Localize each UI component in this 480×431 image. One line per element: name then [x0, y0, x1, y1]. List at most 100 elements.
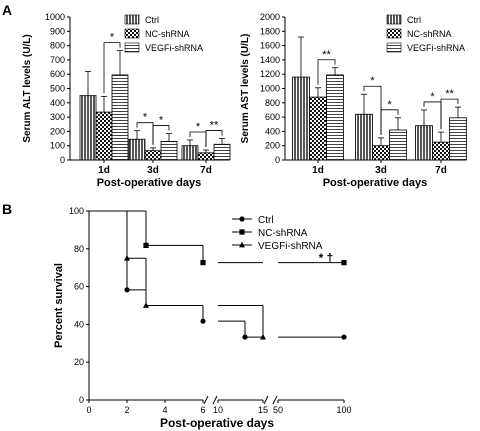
significance-label: * — [196, 121, 201, 133]
bar-vegfi-shrna-1d — [326, 74, 344, 161]
x-tick-label: 6 — [200, 405, 205, 415]
significance-bracket — [423, 101, 442, 130]
y-tick-label: 0 — [79, 395, 84, 405]
bar-vegfi-shrna-3d — [389, 129, 407, 161]
y-tick-label: 400 — [50, 98, 65, 108]
x-tick-label: 3d — [375, 165, 387, 176]
point-vegfi-shrna — [124, 255, 130, 261]
bar-nc-shrna-1d — [95, 111, 113, 161]
significance-label: * — [370, 75, 375, 87]
axis-break-mark — [212, 395, 218, 405]
x-tick-label: 3d — [147, 165, 159, 176]
y-tick-label: 2000 — [260, 12, 280, 22]
y-tick-label: 600 — [265, 112, 280, 122]
bar-ctrl-7d — [181, 145, 199, 161]
significance-bracket — [205, 130, 223, 147]
alt-bar-chart: 0 100 200 300 400 500 600 700 800 900 1000 Serum AL… — [22, 12, 231, 189]
significance-label: * — [430, 91, 435, 103]
legend-label: VEGFi-shRNA — [145, 43, 203, 53]
significance-annotation: * † — [319, 251, 334, 265]
legend-label: Ctrl — [407, 15, 421, 25]
y-tick-label: 300 — [50, 112, 65, 122]
legend-swatch-nc-shrna — [386, 28, 402, 39]
y-tick-label: 20 — [74, 357, 84, 367]
x-tick-label: 100 — [336, 405, 351, 415]
x-axis-label: Post-operative days — [323, 177, 428, 189]
bar-nc-shrna-3d — [144, 150, 162, 161]
legend-swatch-vegfi-shrna — [124, 42, 140, 53]
y-tick-label: 500 — [50, 84, 65, 94]
y-tick-label: 1400 — [260, 55, 280, 65]
point-vegfi-shrna — [260, 333, 266, 340]
bar-ctrl-1d — [79, 95, 97, 161]
point-ctrl — [242, 334, 248, 340]
significance-bracket — [152, 125, 170, 145]
point-ctrl — [200, 318, 206, 324]
x-tick-label: 7d — [435, 165, 447, 176]
x-tick-label: 1d — [312, 165, 324, 176]
significance-label: * — [110, 32, 115, 44]
y-tick-label: 1600 — [260, 41, 280, 51]
legend-marker-ctrl — [239, 216, 245, 222]
survival-chart: 0 20 40 60 80 100 0 2 4 6 10 15 50 100 Percent surviva… — [53, 206, 352, 430]
legend-label: VEGFi-shRNA — [407, 43, 465, 53]
y-tick-label: 0 — [60, 155, 65, 165]
point-nc-shrna — [200, 259, 206, 266]
bar-ctrl-1d — [292, 76, 310, 161]
significance-bracket — [103, 42, 121, 94]
x-tick-label: 10 — [213, 405, 223, 415]
legend-marker-nc-shrna — [239, 229, 245, 235]
x-axis-label: Post-operative days — [160, 416, 274, 430]
bar-vegfi-shrna-7d — [213, 143, 231, 161]
significance-label: * — [143, 112, 148, 124]
significance-bracket — [317, 59, 336, 85]
y-tick-label: 800 — [265, 98, 280, 108]
y-axis-label: Serum ALT levels (U/L) — [22, 34, 33, 142]
x-tick-label: 2 — [124, 405, 129, 415]
y-tick-label: 1000 — [45, 12, 65, 22]
y-tick-label: 60 — [74, 282, 84, 292]
bar-vegfi-shrna-7d — [449, 117, 467, 161]
legend-label: NC-shRNA — [145, 29, 190, 39]
bar-nc-shrna-7d — [432, 141, 450, 161]
bar-ctrl-7d — [415, 125, 433, 161]
legend-label: VEGFi-shRNA — [258, 241, 323, 252]
y-tick-label: 400 — [265, 126, 280, 136]
significance-label: ** — [322, 49, 331, 61]
bar-ctrl-3d — [128, 138, 146, 161]
y-tick-label: 1000 — [260, 84, 280, 94]
point-vegfi-shrna — [143, 302, 149, 308]
bar-vegfi-shrna-3d — [160, 141, 178, 161]
y-tick-label: 200 — [265, 141, 280, 151]
legend-swatch-ctrl — [124, 14, 140, 25]
axis-break-mark — [272, 395, 278, 405]
point-nc-shrna — [341, 259, 347, 266]
y-tick-label: 700 — [50, 55, 65, 65]
y-tick-label: 40 — [74, 319, 84, 329]
y-axis-label: Percent survival — [53, 263, 65, 348]
y-tick-label: 1200 — [260, 69, 280, 79]
legend-label: Ctrl — [145, 15, 159, 25]
legend-swatch-vegfi-shrna — [386, 42, 402, 53]
legend-marker-vegfi-shrna — [239, 241, 245, 248]
bar-vegfi-shrna-1d — [111, 74, 129, 161]
panel-label-b: B — [2, 201, 12, 217]
y-tick-label: 200 — [50, 126, 65, 136]
y-axis-label: Serum AST levels (U/L) — [240, 34, 251, 144]
legend-swatch-nc-shrna — [124, 28, 140, 39]
x-tick-label: 7d — [200, 165, 212, 176]
x-tick-label: 4 — [162, 405, 167, 415]
x-tick-label: 15 — [258, 405, 268, 415]
significance-bracket — [189, 131, 207, 147]
legend-swatch-ctrl — [386, 14, 402, 25]
ast-bar-chart: 0 200 400 600 800 1000 1200 1400 1600 1800 2000 Ser… — [240, 12, 467, 189]
legend-label: Ctrl — [258, 215, 274, 226]
y-tick-label: 100 — [69, 206, 84, 216]
y-tick-label: 800 — [50, 41, 65, 51]
x-tick-label: 50 — [273, 405, 283, 415]
bar-ctrl-3d — [355, 113, 373, 161]
significance-bracket — [440, 98, 459, 130]
significance-label: ** — [210, 120, 219, 132]
panel-label-a: A — [2, 2, 12, 18]
